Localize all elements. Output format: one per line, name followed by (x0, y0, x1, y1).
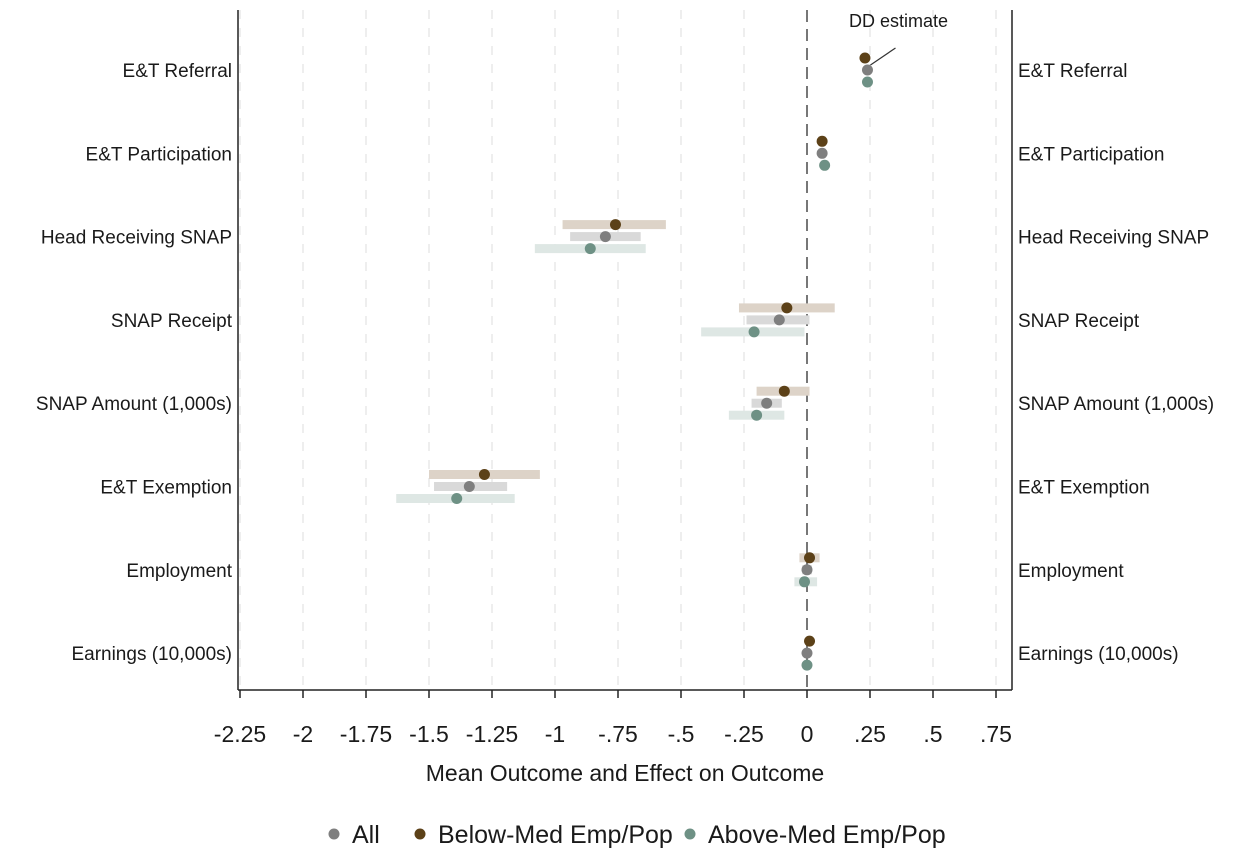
x-tick-label: .25 (854, 721, 886, 747)
point-marker (751, 409, 763, 421)
legend-label: Above-Med Emp/Pop (708, 821, 946, 849)
x-tick-label: -1.75 (340, 721, 392, 747)
x-tick-label: -1 (545, 721, 565, 747)
category-label-right: Employment (1018, 561, 1124, 582)
point-marker (804, 635, 816, 647)
point-marker (801, 564, 813, 576)
annotation-leader-line (870, 47, 896, 66)
point-marker (819, 159, 831, 171)
point-estimates (451, 52, 873, 671)
point-marker (781, 302, 793, 314)
x-tick-label: -.25 (724, 721, 764, 747)
grid-layer (239, 10, 997, 690)
point-marker (478, 469, 490, 480)
x-tick-label: -2.25 (214, 721, 266, 747)
category-label-right: SNAP Receipt (1018, 311, 1140, 332)
legend-label: All (352, 821, 380, 849)
x-tick-label: -2 (293, 721, 313, 747)
category-label-left: Employment (126, 561, 232, 582)
category-label-right: Earnings (10,000s) (1018, 644, 1179, 665)
point-marker (801, 659, 813, 671)
x-tick-label: -.5 (668, 721, 695, 747)
category-label-left: SNAP Amount (1,000s) (36, 394, 232, 415)
x-axis-title: Mean Outcome and Effect on Outcome (426, 760, 824, 786)
point-marker (861, 64, 873, 76)
category-label-left: E&T Participation (86, 144, 232, 165)
point-marker (816, 147, 828, 159)
point-marker (599, 231, 611, 243)
x-tick-label: -1.25 (466, 721, 518, 747)
point-marker (584, 243, 596, 255)
x-tick-label: .5 (923, 721, 942, 747)
point-marker (451, 493, 463, 504)
legend-label: Below-Med Emp/Pop (438, 821, 673, 849)
category-label-left: Head Receiving SNAP (41, 228, 232, 249)
x-tick-label: 0 (801, 721, 814, 747)
point-marker (748, 326, 760, 338)
annotation-text: DD estimate (849, 11, 948, 31)
category-label-right: E&T Participation (1018, 144, 1164, 165)
category-label-left: E&T Exemption (100, 478, 232, 499)
point-marker (778, 385, 790, 397)
point-marker (859, 52, 871, 64)
point-marker (798, 576, 810, 588)
plot-frame (237, 10, 1013, 691)
category-label-right: E&T Exemption (1018, 478, 1150, 499)
category-label-right: Head Receiving SNAP (1018, 228, 1209, 249)
legend-marker (684, 828, 696, 840)
point-marker (816, 135, 828, 147)
x-axis-ticks: -2.25 -2 -1.75 -1.5 -1.25 -1 -.75 -.5 -.25 0 .25 .5… (214, 690, 1012, 747)
dd-estimate-annotation: DD estimate (849, 11, 948, 66)
category-label-left: Earnings (10,000s) (71, 644, 232, 665)
point-marker (804, 552, 816, 564)
legend: All Below-Med Emp/Pop Above-Med Emp/Pop (328, 821, 946, 849)
point-marker (609, 219, 621, 231)
category-label-left: SNAP Receipt (111, 311, 233, 332)
legend-marker (328, 828, 340, 840)
legend-marker (414, 828, 426, 840)
point-marker (801, 647, 813, 659)
category-label-right: E&T Referral (1018, 61, 1127, 82)
x-tick-label: -1.5 (409, 721, 449, 747)
point-marker (861, 76, 873, 88)
point-marker (463, 481, 475, 492)
x-tick-label: -.75 (598, 721, 638, 747)
category-labels: E&T Referral E&T Referral E&T Participatio… (36, 61, 1214, 665)
category-label-right: SNAP Amount (1,000s) (1018, 394, 1214, 415)
point-marker (761, 397, 773, 409)
category-label-left: E&T Referral (123, 61, 232, 82)
point-marker (773, 314, 785, 326)
x-tick-label: .75 (980, 721, 1012, 747)
